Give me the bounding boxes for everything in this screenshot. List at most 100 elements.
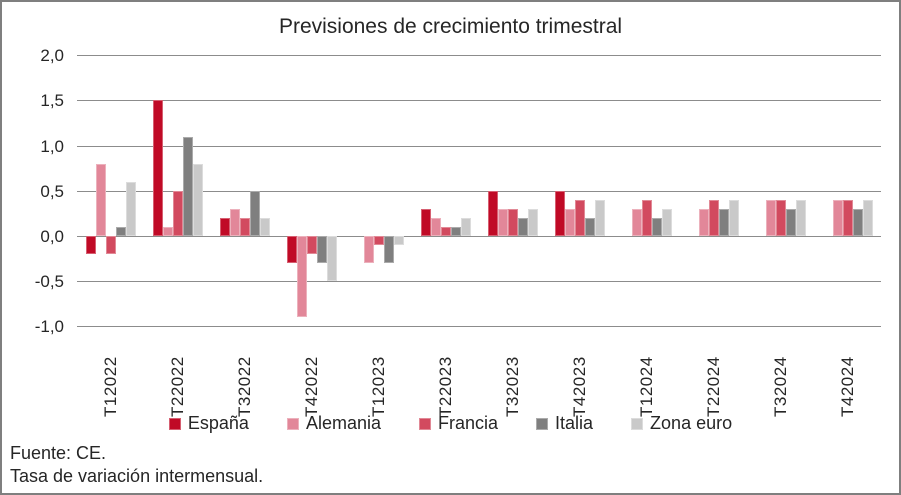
bar-alemania-t32024 [766, 200, 776, 236]
legend-label: España [187, 413, 249, 433]
bar-zona-euro-t22024 [729, 200, 739, 236]
legend-item-españa: España [168, 413, 249, 434]
x-axis-tick-label: T22024 [704, 356, 723, 417]
y-axis-tick-label: 1,0 [40, 137, 64, 156]
bar-francia-t12024 [642, 200, 652, 236]
bar-zona-euro-t12024 [662, 209, 672, 236]
bar-francia-t22024 [709, 200, 719, 236]
legend-swatch-icon [631, 417, 644, 430]
legend-swatch-icon [168, 417, 181, 430]
bar-zona-euro-t42023 [595, 200, 605, 236]
bar-alemania-t42022 [297, 236, 307, 317]
bar-francia-t42022 [307, 236, 317, 254]
x-axis-tick-label: T32022 [235, 356, 254, 417]
legend-item-alemania: Alemania [286, 413, 381, 434]
bar-españa-t32022 [220, 218, 230, 236]
bar-españa-t22022 [153, 100, 163, 236]
chart-legend: España Alemania Francia Italia Zona euro [2, 413, 899, 434]
bar-italia-t12023 [384, 236, 394, 263]
bar-francia-t32024 [776, 200, 786, 236]
bar-francia-t32023 [508, 209, 518, 236]
bar-alemania-t42023 [565, 209, 575, 236]
bar-zona-euro-t32022 [260, 218, 270, 236]
legend-swatch-icon [536, 417, 549, 430]
bar-francia-t42023 [575, 200, 585, 236]
bar-francia-t42024 [843, 200, 853, 236]
x-axis-tick-label: T42024 [838, 356, 857, 417]
bar-italia-t32022 [250, 191, 260, 236]
y-axis-tick-label: 0,5 [40, 182, 64, 201]
bar-alemania-t12024 [632, 209, 642, 236]
chart-title: Previsiones de crecimiento trimestral [278, 15, 623, 38]
x-axis-tick-label: T32023 [503, 356, 522, 417]
bar-alemania-t22023 [431, 218, 441, 236]
bar-italia-t12024 [652, 218, 662, 236]
bar-españa-t12022 [86, 236, 96, 254]
x-axis-tick-label: T42022 [302, 356, 321, 417]
x-axis-tick-label: T12023 [369, 356, 388, 417]
bar-francia-t22023 [441, 227, 451, 236]
bar-italia-t22023 [451, 227, 461, 236]
x-axis-tick-label: T32024 [771, 356, 790, 417]
bar-zona-euro-t42022 [327, 236, 337, 281]
bar-zona-euro-t32023 [528, 209, 538, 236]
legend-label: Alemania [305, 413, 381, 433]
bar-alemania-t32022 [230, 209, 240, 236]
x-axis-tick-label: T22023 [436, 356, 455, 417]
y-axis-tick-label: 0,0 [40, 227, 64, 246]
legend-swatch-icon [286, 417, 299, 430]
legend-item-italia: Italia [536, 413, 593, 434]
legend-item-zona-euro: Zona euro [631, 413, 732, 434]
bar-zona-euro-t42024 [863, 200, 873, 236]
bar-alemania-t42024 [833, 200, 843, 236]
bar-alemania-t32023 [498, 209, 508, 236]
gridline [77, 55, 881, 56]
bar-españa-t32023 [488, 191, 498, 236]
bar-alemania-t22022 [163, 227, 173, 236]
bar-zona-euro-t12022 [126, 182, 136, 236]
bar-italia-t42023 [585, 218, 595, 236]
source-note: Fuente: CE. [10, 443, 107, 463]
gridline [77, 326, 881, 327]
legend-label: Zona euro [650, 413, 733, 433]
variation-note: Tasa de variación intermensual. [10, 466, 264, 486]
legend-label: Italia [555, 413, 594, 433]
y-axis-tick-label: -1,0 [34, 317, 64, 336]
gridline [77, 100, 881, 101]
bar-francia-t32022 [240, 218, 250, 236]
bar-alemania-t12022 [96, 164, 106, 236]
x-axis-tick-label: T12022 [101, 356, 120, 417]
bar-alemania-t22024 [699, 209, 709, 236]
chart-footer: Fuente: CE. Tasa de variación intermensu… [10, 442, 610, 488]
gridline [77, 191, 881, 192]
bar-italia-t22022 [183, 137, 193, 236]
bar-españa-t42022 [287, 236, 297, 263]
bar-zona-euro-t32024 [796, 200, 806, 236]
x-axis-tick-label: T42023 [570, 356, 589, 417]
y-axis-tick-label: 1,5 [40, 91, 64, 110]
bar-italia-t42022 [317, 236, 327, 263]
legend-label: Francia [437, 413, 499, 433]
gridline [77, 236, 881, 237]
bar-francia-t12023 [374, 236, 384, 245]
bar-españa-t22023 [421, 209, 431, 236]
bar-francia-t12022 [106, 236, 116, 254]
bar-zona-euro-t22022 [193, 164, 203, 236]
bar-españa-t42023 [555, 191, 565, 236]
gridline [77, 281, 881, 282]
bar-zona-euro-t12023 [394, 236, 404, 245]
bar-zona-euro-t22023 [461, 218, 471, 236]
bar-italia-t42024 [853, 209, 863, 236]
bar-francia-t22022 [173, 191, 183, 236]
bar-italia-t12022 [116, 227, 126, 236]
legend-item-francia: Francia [418, 413, 499, 434]
bar-italia-t32023 [518, 218, 528, 236]
legend-swatch-icon [418, 417, 431, 430]
bar-alemania-t12023 [364, 236, 374, 263]
bar-italia-t32024 [786, 209, 796, 236]
x-axis-tick-label: T22022 [168, 356, 187, 417]
y-axis-tick-label: -0,5 [34, 272, 64, 291]
y-axis-tick-label: 2,0 [40, 46, 64, 65]
